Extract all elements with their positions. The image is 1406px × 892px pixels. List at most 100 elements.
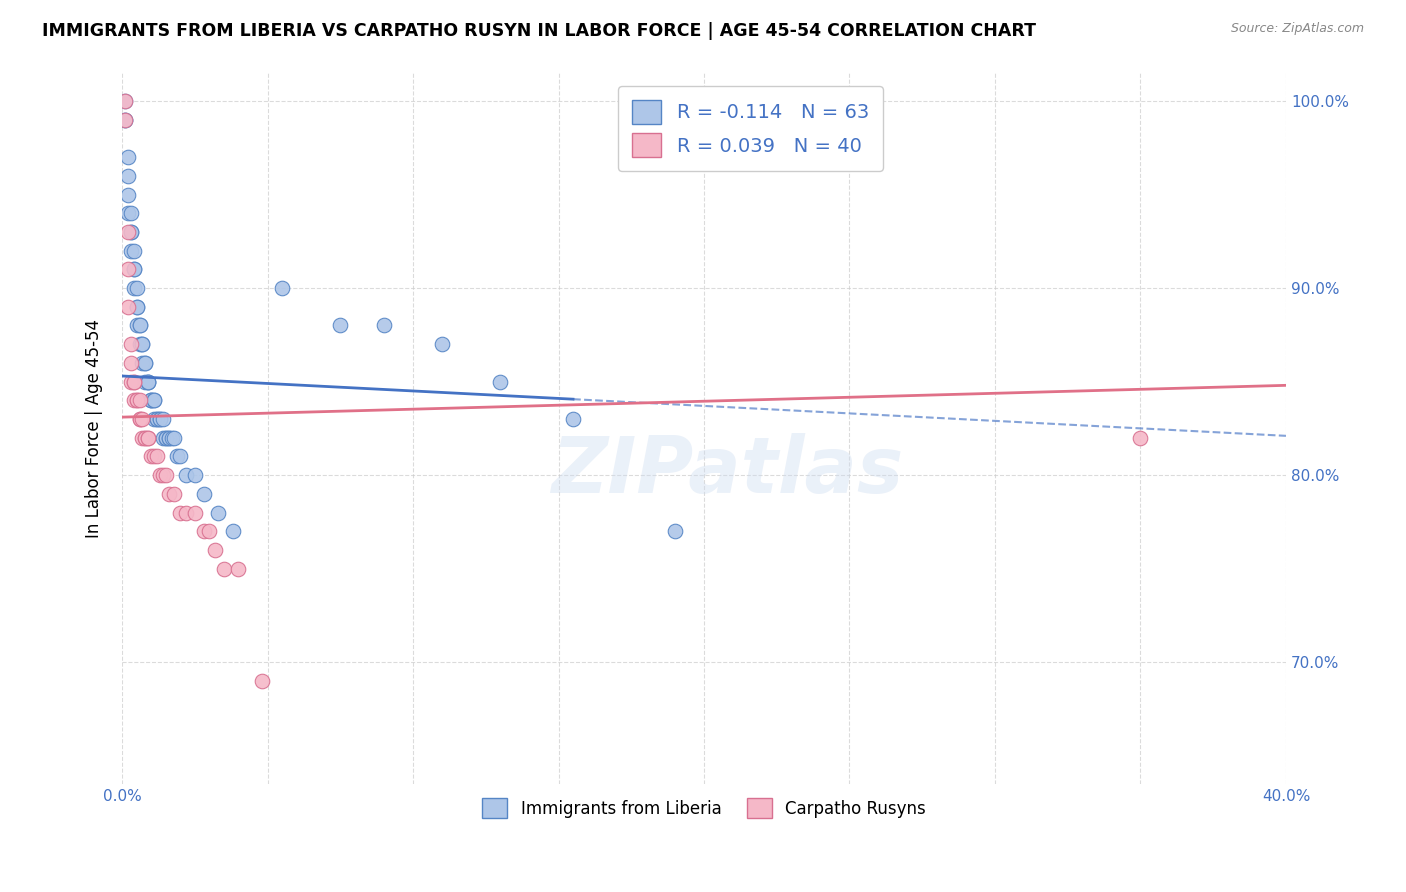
Point — [114, 112, 136, 127]
Point — [169, 506, 191, 520]
Point — [207, 506, 229, 520]
Point — [157, 431, 180, 445]
Point — [193, 487, 215, 501]
Point — [134, 375, 156, 389]
Point — [174, 506, 197, 520]
Point — [122, 281, 145, 295]
Point — [114, 112, 136, 127]
Point — [122, 375, 145, 389]
Point — [146, 412, 169, 426]
Point — [120, 206, 142, 220]
Point — [136, 375, 159, 389]
Point — [136, 375, 159, 389]
Point — [155, 431, 177, 445]
Point — [114, 94, 136, 108]
Point — [122, 375, 145, 389]
Point — [141, 450, 163, 464]
Point — [128, 318, 150, 333]
Point — [166, 450, 188, 464]
Point — [157, 487, 180, 501]
Point — [114, 94, 136, 108]
Point — [122, 262, 145, 277]
Point — [120, 225, 142, 239]
Point — [198, 524, 221, 539]
Point — [120, 244, 142, 258]
Point — [152, 412, 174, 426]
Point — [271, 281, 294, 295]
Point — [128, 412, 150, 426]
Point — [134, 431, 156, 445]
Point — [117, 225, 139, 239]
Point — [128, 318, 150, 333]
Point — [184, 468, 207, 483]
Point — [131, 337, 153, 351]
Point — [184, 506, 207, 520]
Point — [131, 337, 153, 351]
Point — [136, 375, 159, 389]
Point — [169, 450, 191, 464]
Point — [134, 356, 156, 370]
Point — [430, 337, 453, 351]
Text: Source: ZipAtlas.com: Source: ZipAtlas.com — [1230, 22, 1364, 36]
Point — [152, 468, 174, 483]
Point — [117, 300, 139, 314]
Point — [122, 244, 145, 258]
Point — [163, 431, 186, 445]
Point — [141, 393, 163, 408]
Point — [114, 112, 136, 127]
Point — [193, 524, 215, 539]
Point — [125, 393, 148, 408]
Point — [664, 524, 686, 539]
Point — [160, 431, 183, 445]
Y-axis label: In Labor Force | Age 45-54: In Labor Force | Age 45-54 — [86, 318, 103, 538]
Point — [562, 412, 585, 426]
Legend: Immigrants from Liberia, Carpatho Rusyns: Immigrants from Liberia, Carpatho Rusyns — [475, 791, 932, 825]
Point — [117, 169, 139, 183]
Point — [134, 431, 156, 445]
Point — [155, 468, 177, 483]
Point — [125, 318, 148, 333]
Point — [134, 356, 156, 370]
Point — [146, 450, 169, 464]
Point — [120, 337, 142, 351]
Point — [149, 412, 172, 426]
Point — [146, 412, 169, 426]
Point — [329, 318, 352, 333]
Point — [149, 412, 172, 426]
Point — [143, 393, 166, 408]
Point — [128, 337, 150, 351]
Point — [155, 431, 177, 445]
Point — [163, 487, 186, 501]
Point — [117, 206, 139, 220]
Point — [373, 318, 395, 333]
Point — [141, 393, 163, 408]
Point — [125, 393, 148, 408]
Point — [120, 356, 142, 370]
Point — [174, 468, 197, 483]
Point — [212, 561, 235, 575]
Point — [221, 524, 243, 539]
Point — [117, 262, 139, 277]
Point — [489, 375, 512, 389]
Point — [125, 300, 148, 314]
Point — [125, 281, 148, 295]
Point — [136, 431, 159, 445]
Text: ZIPatlas: ZIPatlas — [551, 433, 904, 509]
Point — [143, 393, 166, 408]
Point — [131, 356, 153, 370]
Point — [131, 431, 153, 445]
Point — [122, 262, 145, 277]
Point — [120, 375, 142, 389]
Point — [117, 187, 139, 202]
Point — [228, 561, 250, 575]
Point — [143, 412, 166, 426]
Point — [128, 412, 150, 426]
Text: IMMIGRANTS FROM LIBERIA VS CARPATHO RUSYN IN LABOR FORCE | AGE 45-54 CORRELATION: IMMIGRANTS FROM LIBERIA VS CARPATHO RUSY… — [42, 22, 1036, 40]
Point — [143, 450, 166, 464]
Point — [131, 412, 153, 426]
Point — [152, 431, 174, 445]
Point — [250, 673, 273, 688]
Point — [120, 225, 142, 239]
Point — [122, 393, 145, 408]
Point — [149, 468, 172, 483]
